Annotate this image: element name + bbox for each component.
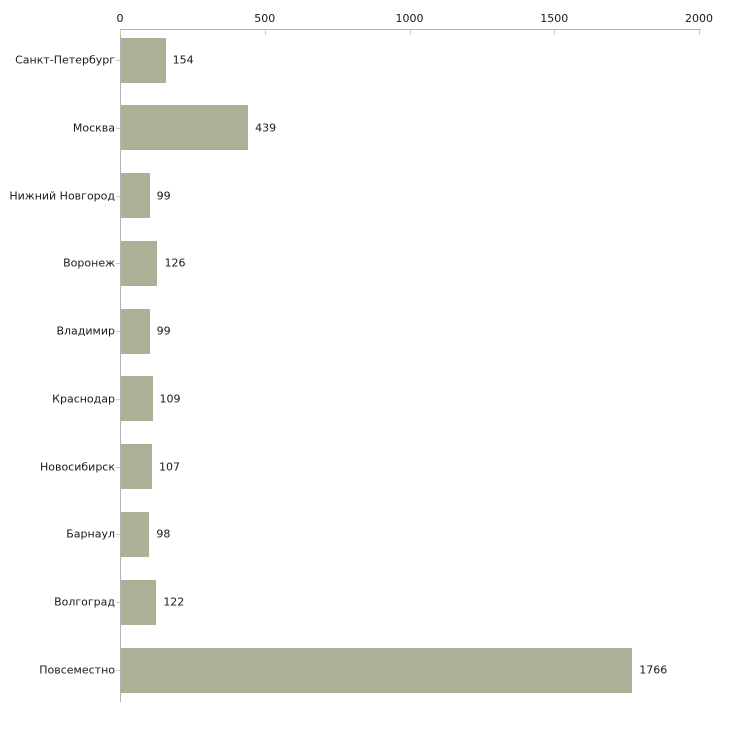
value-label: 107 xyxy=(158,460,180,474)
value-label: 99 xyxy=(156,189,171,203)
value-label: 99 xyxy=(156,324,171,338)
x-tick-mark xyxy=(409,30,411,35)
category-label: Краснодар xyxy=(52,392,115,406)
bar xyxy=(121,647,633,693)
bar xyxy=(121,376,153,422)
bar xyxy=(121,444,152,490)
bar xyxy=(121,579,157,625)
x-tick-mark xyxy=(264,30,266,35)
bar xyxy=(121,240,158,286)
category-label: Новосибирск xyxy=(39,460,115,474)
x-tick-label: 1500 xyxy=(540,12,569,25)
category-label: Санкт-Петербург xyxy=(15,53,115,67)
x-axis-line xyxy=(120,29,701,30)
x-tick-label: 0 xyxy=(116,12,124,25)
y-tick-mark xyxy=(116,398,120,400)
bar xyxy=(121,105,249,151)
y-tick-mark xyxy=(116,127,120,129)
x-tick-label: 2000 xyxy=(685,12,713,25)
value-label: 154 xyxy=(172,53,194,67)
y-tick-mark xyxy=(116,670,120,672)
value-label: 126 xyxy=(164,256,186,270)
x-tick-label: 1000 xyxy=(395,12,424,25)
value-label: 122 xyxy=(163,595,185,609)
category-label: Повсеместно xyxy=(39,663,115,677)
bar xyxy=(121,173,150,219)
x-tick-label: 500 xyxy=(254,12,276,25)
value-label: 1766 xyxy=(639,663,668,677)
category-label: Воронеж xyxy=(63,256,115,270)
value-label: 439 xyxy=(255,121,277,135)
bar xyxy=(121,308,150,354)
category-label: Барнаул xyxy=(66,527,115,541)
value-label: 98 xyxy=(156,527,171,541)
y-tick-mark xyxy=(116,602,120,604)
bar xyxy=(121,511,150,557)
y-tick-mark xyxy=(116,263,120,265)
y-tick-mark xyxy=(116,60,120,61)
value-label: 109 xyxy=(159,392,181,406)
y-tick-mark xyxy=(116,466,120,468)
y-axis-line xyxy=(120,29,121,702)
y-tick-mark xyxy=(116,534,120,536)
y-tick-mark xyxy=(116,195,120,197)
x-tick-mark xyxy=(554,30,556,35)
category-label: Волгоград xyxy=(54,595,115,609)
category-label: Москва xyxy=(72,121,115,135)
category-label: Владимир xyxy=(56,324,115,338)
x-tick-mark xyxy=(120,30,121,35)
y-tick-mark xyxy=(116,331,120,333)
category-label: Нижний Новгород xyxy=(9,189,115,203)
bar xyxy=(121,37,166,83)
x-tick-mark xyxy=(699,30,700,35)
